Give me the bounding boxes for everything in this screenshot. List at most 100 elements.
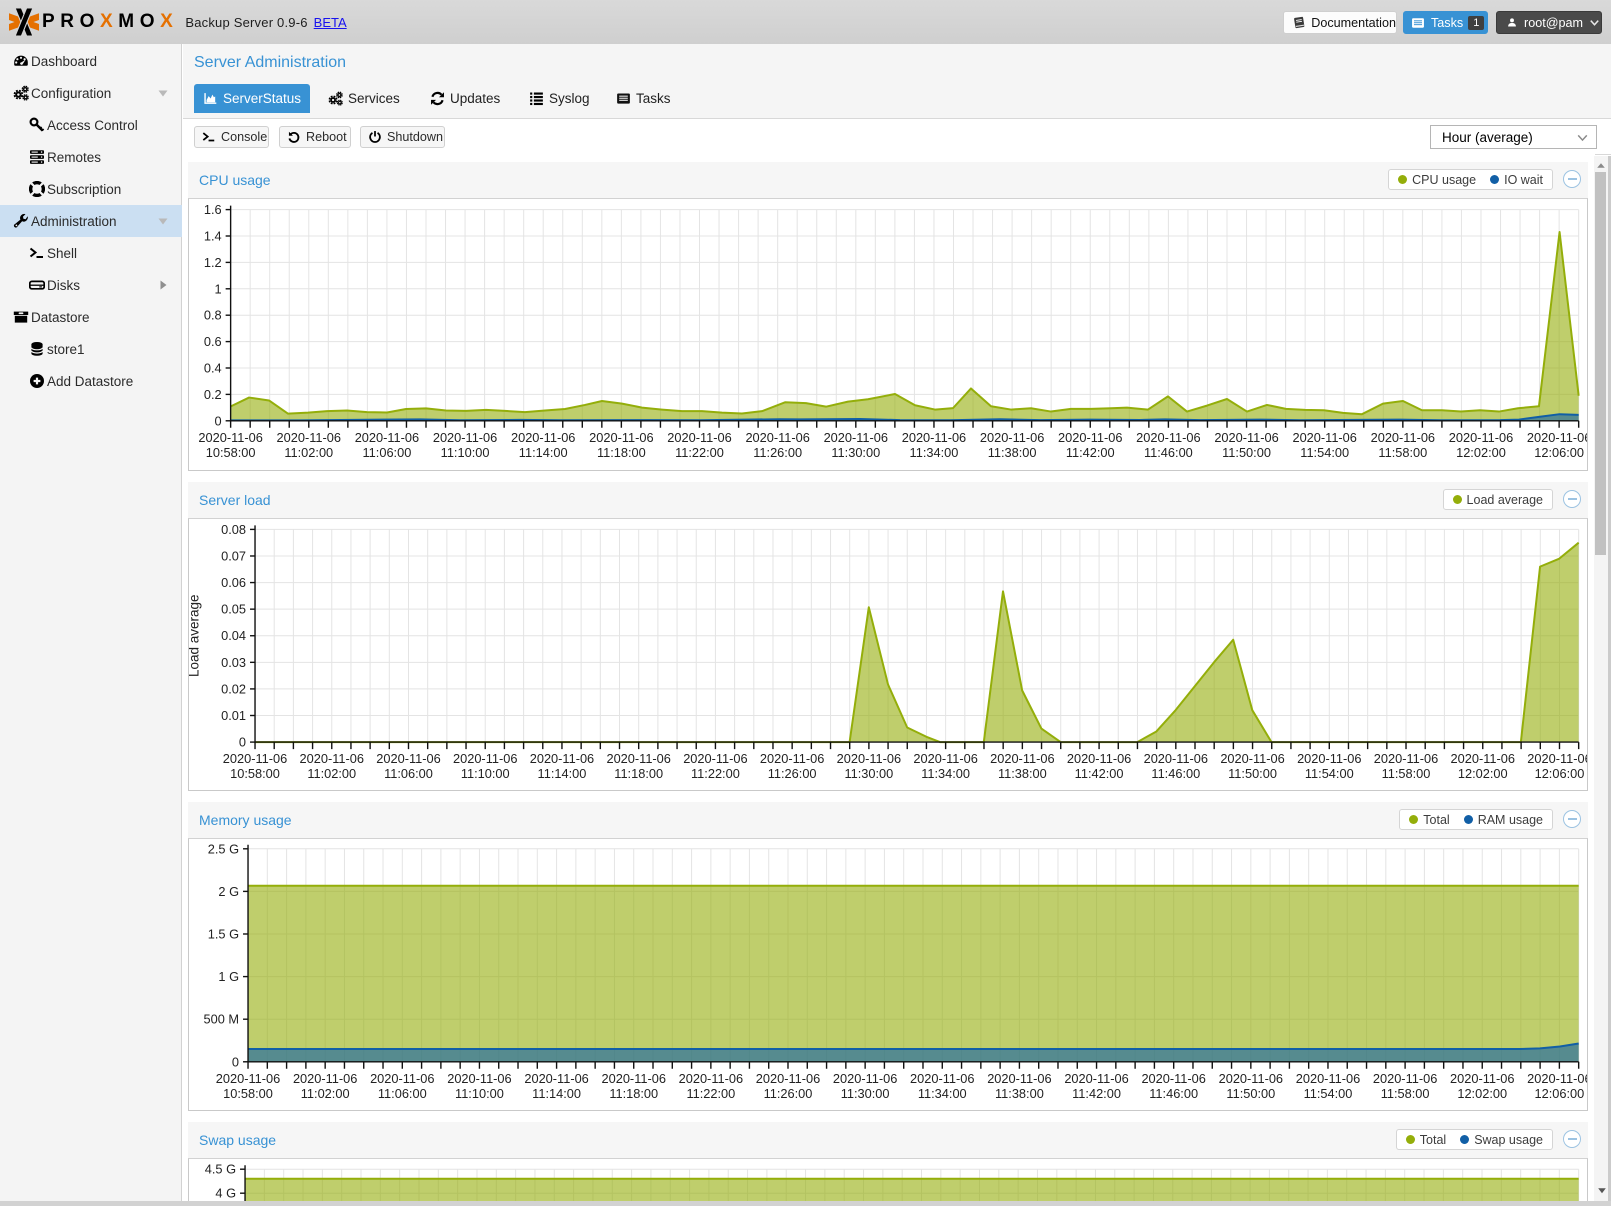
svg-text:2020-11-06: 2020-11-06 bbox=[1371, 430, 1435, 445]
svg-text:2020-11-06: 2020-11-06 bbox=[1527, 751, 1586, 766]
svg-text:0.05: 0.05 bbox=[221, 602, 246, 617]
svg-text:11:42:00: 11:42:00 bbox=[1072, 1086, 1121, 1101]
svg-text:2020-11-06: 2020-11-06 bbox=[511, 430, 575, 445]
svg-text:11:58:00: 11:58:00 bbox=[1381, 1086, 1430, 1101]
svg-text:2020-11-06: 2020-11-06 bbox=[1136, 430, 1200, 445]
svg-text:11:26:00: 11:26:00 bbox=[764, 1086, 813, 1101]
svg-text:2020-11-06: 2020-11-06 bbox=[679, 1071, 743, 1086]
svg-text:0.8: 0.8 bbox=[204, 308, 222, 323]
svg-text:1.4: 1.4 bbox=[204, 229, 222, 244]
svg-text:2020-11-06: 2020-11-06 bbox=[1064, 1071, 1128, 1086]
svg-text:11:14:00: 11:14:00 bbox=[538, 766, 587, 781]
svg-text:2020-11-06: 2020-11-06 bbox=[667, 430, 731, 445]
svg-text:11:58:00: 11:58:00 bbox=[1378, 445, 1427, 460]
svg-text:2020-11-06: 2020-11-06 bbox=[1527, 1071, 1586, 1086]
svg-text:2020-11-06: 2020-11-06 bbox=[1296, 1071, 1360, 1086]
svg-text:11:26:00: 11:26:00 bbox=[753, 445, 802, 460]
svg-text:11:10:00: 11:10:00 bbox=[441, 445, 490, 460]
svg-text:10:58:00: 10:58:00 bbox=[223, 1086, 273, 1101]
svg-text:11:54:00: 11:54:00 bbox=[1300, 445, 1349, 460]
svg-text:12:02:00: 12:02:00 bbox=[1457, 1086, 1507, 1101]
svg-text:12:02:00: 12:02:00 bbox=[1456, 445, 1506, 460]
svg-text:11:46:00: 11:46:00 bbox=[1144, 445, 1193, 460]
svg-text:2020-11-06: 2020-11-06 bbox=[745, 430, 809, 445]
svg-text:2020-11-06: 2020-11-06 bbox=[1292, 430, 1356, 445]
svg-text:2020-11-06: 2020-11-06 bbox=[277, 430, 341, 445]
svg-text:2020-11-06: 2020-11-06 bbox=[198, 430, 262, 445]
svg-text:0.04: 0.04 bbox=[221, 628, 246, 643]
svg-text:12:06:00: 12:06:00 bbox=[1534, 1086, 1584, 1101]
svg-text:2020-11-06: 2020-11-06 bbox=[1144, 751, 1208, 766]
svg-text:11:50:00: 11:50:00 bbox=[1226, 1086, 1275, 1101]
svg-text:2020-11-06: 2020-11-06 bbox=[1219, 1071, 1283, 1086]
svg-text:2020-11-06: 2020-11-06 bbox=[990, 751, 1054, 766]
svg-text:2020-11-06: 2020-11-06 bbox=[1374, 751, 1438, 766]
svg-text:11:38:00: 11:38:00 bbox=[995, 1086, 1044, 1101]
svg-text:11:42:00: 11:42:00 bbox=[1075, 766, 1124, 781]
svg-text:2.5 G: 2.5 G bbox=[208, 841, 239, 856]
svg-text:11:22:00: 11:22:00 bbox=[686, 1086, 735, 1101]
svg-text:2020-11-06: 2020-11-06 bbox=[980, 430, 1044, 445]
svg-text:12:06:00: 12:06:00 bbox=[1535, 766, 1585, 781]
svg-text:2020-11-06: 2020-11-06 bbox=[987, 1071, 1051, 1086]
svg-text:2020-11-06: 2020-11-06 bbox=[1141, 1071, 1205, 1086]
svg-text:2020-11-06: 2020-11-06 bbox=[760, 751, 824, 766]
svg-text:2020-11-06: 2020-11-06 bbox=[902, 430, 966, 445]
svg-text:1 G: 1 G bbox=[218, 969, 239, 984]
svg-text:2020-11-06: 2020-11-06 bbox=[1297, 751, 1361, 766]
svg-text:11:54:00: 11:54:00 bbox=[1305, 766, 1354, 781]
svg-text:11:54:00: 11:54:00 bbox=[1304, 1086, 1353, 1101]
svg-text:0: 0 bbox=[215, 413, 222, 428]
svg-text:11:38:00: 11:38:00 bbox=[988, 445, 1037, 460]
svg-text:0.06: 0.06 bbox=[221, 575, 246, 590]
svg-text:0: 0 bbox=[232, 1054, 239, 1069]
svg-text:1: 1 bbox=[215, 281, 222, 296]
svg-text:0.6: 0.6 bbox=[204, 334, 222, 349]
svg-text:2020-11-06: 2020-11-06 bbox=[223, 751, 287, 766]
svg-text:11:46:00: 11:46:00 bbox=[1151, 766, 1200, 781]
svg-text:11:30:00: 11:30:00 bbox=[831, 445, 880, 460]
svg-text:2 G: 2 G bbox=[218, 884, 239, 899]
svg-text:10:58:00: 10:58:00 bbox=[230, 766, 280, 781]
svg-text:2020-11-06: 2020-11-06 bbox=[293, 1071, 357, 1086]
svg-text:11:58:00: 11:58:00 bbox=[1382, 766, 1431, 781]
svg-text:2020-11-06: 2020-11-06 bbox=[453, 751, 517, 766]
svg-text:11:02:00: 11:02:00 bbox=[284, 445, 333, 460]
svg-text:11:02:00: 11:02:00 bbox=[307, 766, 356, 781]
svg-text:2020-11-06: 2020-11-06 bbox=[1067, 751, 1131, 766]
svg-text:2020-11-06: 2020-11-06 bbox=[524, 1071, 588, 1086]
svg-text:0.2: 0.2 bbox=[204, 387, 222, 402]
svg-text:11:10:00: 11:10:00 bbox=[455, 1086, 504, 1101]
svg-text:4.5 G: 4.5 G bbox=[205, 1162, 236, 1177]
svg-text:2020-11-06: 2020-11-06 bbox=[447, 1071, 511, 1086]
svg-text:11:22:00: 11:22:00 bbox=[691, 766, 740, 781]
svg-text:0.07: 0.07 bbox=[221, 549, 246, 564]
svg-text:2020-11-06: 2020-11-06 bbox=[1527, 430, 1587, 445]
svg-text:11:34:00: 11:34:00 bbox=[918, 1086, 967, 1101]
svg-text:10:58:00: 10:58:00 bbox=[206, 445, 256, 460]
svg-text:2020-11-06: 2020-11-06 bbox=[837, 751, 901, 766]
svg-text:2020-11-06: 2020-11-06 bbox=[913, 751, 977, 766]
svg-text:1.5 G: 1.5 G bbox=[208, 927, 239, 942]
svg-text:2020-11-06: 2020-11-06 bbox=[355, 430, 419, 445]
svg-text:12:02:00: 12:02:00 bbox=[1458, 766, 1508, 781]
svg-text:11:06:00: 11:06:00 bbox=[384, 766, 433, 781]
svg-text:Load average: Load average bbox=[189, 595, 202, 677]
svg-text:11:46:00: 11:46:00 bbox=[1149, 1086, 1198, 1101]
svg-text:2020-11-06: 2020-11-06 bbox=[300, 751, 364, 766]
svg-text:4 G: 4 G bbox=[215, 1186, 236, 1201]
svg-text:2020-11-06: 2020-11-06 bbox=[824, 430, 888, 445]
svg-text:11:02:00: 11:02:00 bbox=[301, 1086, 350, 1101]
svg-text:11:06:00: 11:06:00 bbox=[378, 1086, 427, 1101]
svg-text:2020-11-06: 2020-11-06 bbox=[370, 1071, 434, 1086]
svg-text:2020-11-06: 2020-11-06 bbox=[1449, 430, 1513, 445]
svg-text:0.4: 0.4 bbox=[204, 361, 222, 376]
svg-text:2020-11-06: 2020-11-06 bbox=[756, 1071, 820, 1086]
svg-text:2020-11-06: 2020-11-06 bbox=[910, 1071, 974, 1086]
svg-text:11:18:00: 11:18:00 bbox=[597, 445, 646, 460]
svg-text:11:50:00: 11:50:00 bbox=[1228, 766, 1277, 781]
svg-text:2020-11-06: 2020-11-06 bbox=[216, 1071, 280, 1086]
svg-text:11:18:00: 11:18:00 bbox=[614, 766, 663, 781]
svg-text:11:34:00: 11:34:00 bbox=[910, 445, 959, 460]
svg-text:2020-11-06: 2020-11-06 bbox=[602, 1071, 666, 1086]
